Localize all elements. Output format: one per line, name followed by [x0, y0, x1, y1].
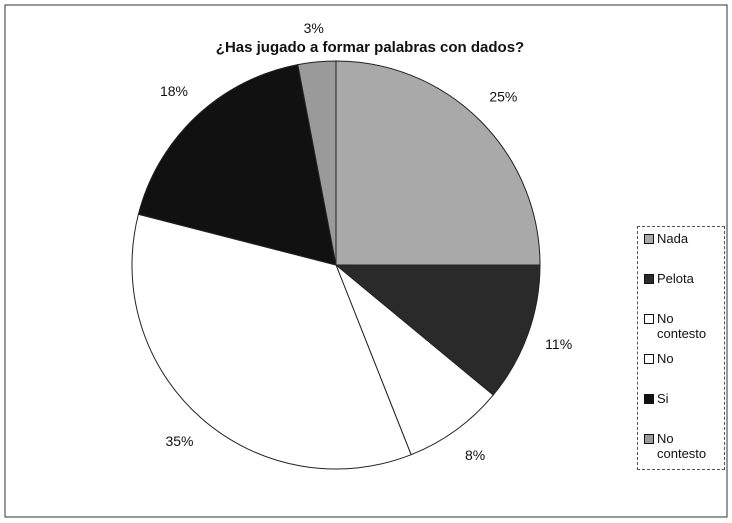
pie-slice — [335, 264, 494, 456]
legend-swatch — [644, 354, 654, 364]
legend-item: Pelota — [644, 271, 720, 311]
pie-slice — [137, 64, 337, 266]
pie-slice — [334, 264, 541, 396]
legend-label: Nada — [657, 231, 689, 246]
legend-label: Si — [657, 391, 669, 406]
data-label: 35% — [165, 433, 193, 449]
data-label: 3% — [304, 20, 324, 36]
pie-slice — [297, 60, 337, 266]
pie-slice — [335, 60, 541, 266]
legend-item: Si — [644, 391, 720, 431]
legend-label: No contesto — [657, 311, 707, 341]
legend-item: No contesto — [644, 431, 720, 471]
chart-frame — [4, 4, 728, 518]
legend-swatch — [644, 434, 654, 444]
legend-swatch — [644, 314, 654, 324]
legend-label: No — [657, 351, 674, 366]
data-label: 25% — [489, 88, 517, 104]
legend-swatch — [644, 394, 654, 404]
legend: Nada Pelota No contesto No Si No contesto — [637, 226, 725, 470]
data-label: 18% — [160, 83, 188, 99]
legend-item: Nada — [644, 231, 720, 271]
legend-swatch — [644, 234, 654, 244]
chart-title: ¿Has jugado a formar palabras con dados? — [216, 39, 524, 56]
pie-slice — [131, 213, 412, 470]
legend-item: No — [644, 351, 720, 391]
data-label: 11% — [545, 336, 572, 352]
legend-item: No contesto — [644, 311, 720, 351]
legend-label: Pelota — [657, 271, 694, 286]
data-label: 8% — [465, 447, 485, 463]
legend-swatch — [644, 274, 654, 284]
legend-label: No contesto — [657, 431, 707, 461]
